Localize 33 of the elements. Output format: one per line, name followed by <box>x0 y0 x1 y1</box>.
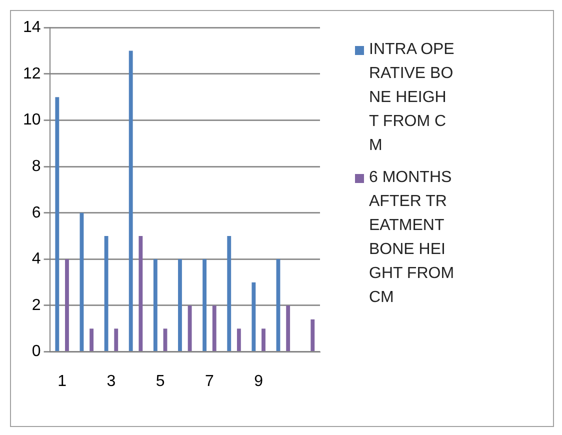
y-tick-label: 2 <box>32 296 41 314</box>
y-tick-label: 4 <box>32 250 41 268</box>
bar <box>153 259 158 352</box>
x-tick-label: 1 <box>58 372 67 390</box>
y-tick-label: 6 <box>32 204 41 222</box>
bar <box>202 259 207 352</box>
x-tick-label: 9 <box>254 372 264 390</box>
bar <box>55 97 60 352</box>
y-tick-label: 12 <box>23 65 41 82</box>
bar <box>188 305 192 352</box>
x-tick-label: 7 <box>205 372 214 390</box>
y-tick-label: 10 <box>23 112 41 129</box>
bar <box>178 259 182 352</box>
bar <box>65 259 69 352</box>
bar <box>138 236 143 352</box>
bar <box>286 305 290 352</box>
legend-label: INTRA OPERATIVE BONE HEIGHT FROM CM <box>368 40 455 156</box>
bar <box>212 305 216 352</box>
bar <box>310 319 315 352</box>
y-tick-label: 14 <box>23 19 41 36</box>
bar <box>114 328 118 352</box>
legend-label: 6 MONTHS AFTER TREATMENT BONE HEIGHT FROM CM <box>368 168 455 308</box>
x-tick-label: 5 <box>156 372 165 390</box>
bar <box>104 236 108 352</box>
bar <box>236 328 241 352</box>
y-tick-label: 0 <box>32 343 41 360</box>
bar <box>128 50 133 352</box>
bar <box>90 328 94 352</box>
x-tick-label: 3 <box>106 372 116 390</box>
bar <box>262 328 266 352</box>
bar <box>252 282 256 352</box>
bar <box>227 236 232 352</box>
y-tick-label: 8 <box>32 158 41 175</box>
